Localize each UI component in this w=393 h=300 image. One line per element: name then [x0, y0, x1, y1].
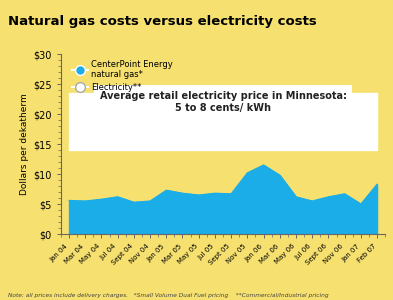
Text: Note: all prices include delivery charges.   *Small Volume Dual Fuel pricing    : Note: all prices include delivery charge…	[8, 293, 329, 298]
Y-axis label: Dollars per dekatherm: Dollars per dekatherm	[20, 93, 29, 195]
Legend: CenterPoint Energy
natural gas*, Electricity**: CenterPoint Energy natural gas*, Electri…	[68, 56, 176, 96]
Text: Natural gas costs versus electricity costs: Natural gas costs versus electricity cos…	[8, 15, 317, 28]
Text: Average retail electricity price in Minnesota:
5 to 8 cents/ kWh: Average retail electricity price in Minn…	[99, 91, 347, 112]
